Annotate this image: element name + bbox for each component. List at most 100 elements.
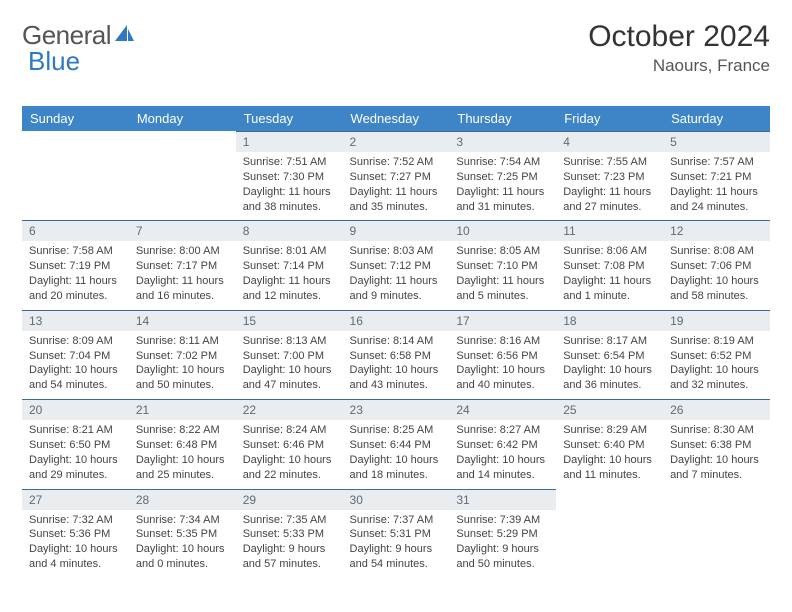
day-number: 15	[236, 310, 343, 331]
day-number: 16	[343, 310, 450, 331]
calendar-day-cell: 11Sunrise: 8:06 AMSunset: 7:08 PMDayligh…	[556, 220, 663, 309]
calendar-day-cell: 30Sunrise: 7:37 AMSunset: 5:31 PMDayligh…	[343, 489, 450, 578]
calendar-day-cell: 12Sunrise: 8:08 AMSunset: 7:06 PMDayligh…	[663, 220, 770, 309]
weekday-header: Tuesday	[236, 106, 343, 131]
day-number: 2	[343, 131, 450, 152]
calendar-day-cell: 13Sunrise: 8:09 AMSunset: 7:04 PMDayligh…	[22, 310, 129, 399]
calendar-day-cell: 27Sunrise: 7:32 AMSunset: 5:36 PMDayligh…	[22, 489, 129, 578]
calendar-week-row: 13Sunrise: 8:09 AMSunset: 7:04 PMDayligh…	[22, 310, 770, 399]
day-details: Sunrise: 8:22 AMSunset: 6:48 PMDaylight:…	[129, 420, 236, 488]
calendar-week-row: 27Sunrise: 7:32 AMSunset: 5:36 PMDayligh…	[22, 489, 770, 578]
weekday-header: Monday	[129, 106, 236, 131]
day-details: Sunrise: 8:16 AMSunset: 6:56 PMDaylight:…	[449, 331, 556, 399]
weekday-header-row: Sunday Monday Tuesday Wednesday Thursday…	[22, 106, 770, 131]
day-number: 27	[22, 489, 129, 510]
calendar-day-cell: 1Sunrise: 7:51 AMSunset: 7:30 PMDaylight…	[236, 131, 343, 220]
weekday-header: Friday	[556, 106, 663, 131]
day-number: 10	[449, 220, 556, 241]
day-number: 7	[129, 220, 236, 241]
day-number: 8	[236, 220, 343, 241]
weekday-header: Wednesday	[343, 106, 450, 131]
calendar-day-cell: 8Sunrise: 8:01 AMSunset: 7:14 PMDaylight…	[236, 220, 343, 309]
location: Naours, France	[588, 56, 770, 76]
day-number: 26	[663, 399, 770, 420]
day-number: 23	[343, 399, 450, 420]
day-details: Sunrise: 8:24 AMSunset: 6:46 PMDaylight:…	[236, 420, 343, 488]
day-details: Sunrise: 8:14 AMSunset: 6:58 PMDaylight:…	[343, 331, 450, 399]
day-number: 14	[129, 310, 236, 331]
day-details: Sunrise: 8:13 AMSunset: 7:00 PMDaylight:…	[236, 331, 343, 399]
day-number: 28	[129, 489, 236, 510]
day-details: Sunrise: 8:19 AMSunset: 6:52 PMDaylight:…	[663, 331, 770, 399]
calendar-week-row: 6Sunrise: 7:58 AMSunset: 7:19 PMDaylight…	[22, 220, 770, 309]
day-number: 5	[663, 131, 770, 152]
calendar-week-row: 1Sunrise: 7:51 AMSunset: 7:30 PMDaylight…	[22, 131, 770, 220]
calendar-day-cell: 3Sunrise: 7:54 AMSunset: 7:25 PMDaylight…	[449, 131, 556, 220]
calendar-day-cell: 18Sunrise: 8:17 AMSunset: 6:54 PMDayligh…	[556, 310, 663, 399]
day-details: Sunrise: 7:57 AMSunset: 7:21 PMDaylight:…	[663, 152, 770, 220]
day-number: 20	[22, 399, 129, 420]
day-number: 3	[449, 131, 556, 152]
day-number: 31	[449, 489, 556, 510]
month-title: October 2024	[588, 20, 770, 54]
day-details: Sunrise: 8:17 AMSunset: 6:54 PMDaylight:…	[556, 331, 663, 399]
calendar-day-cell: 29Sunrise: 7:35 AMSunset: 5:33 PMDayligh…	[236, 489, 343, 578]
title-block: October 2024 Naours, France	[588, 20, 770, 76]
calendar-table: Sunday Monday Tuesday Wednesday Thursday…	[22, 106, 770, 578]
day-number: 17	[449, 310, 556, 331]
day-number: 22	[236, 399, 343, 420]
day-number: 25	[556, 399, 663, 420]
day-details: Sunrise: 8:01 AMSunset: 7:14 PMDaylight:…	[236, 241, 343, 309]
weekday-header: Thursday	[449, 106, 556, 131]
day-details: Sunrise: 7:58 AMSunset: 7:19 PMDaylight:…	[22, 241, 129, 309]
calendar-day-cell: 25Sunrise: 8:29 AMSunset: 6:40 PMDayligh…	[556, 399, 663, 488]
day-number: 11	[556, 220, 663, 241]
calendar-day-cell: 6Sunrise: 7:58 AMSunset: 7:19 PMDaylight…	[22, 220, 129, 309]
day-details: Sunrise: 7:32 AMSunset: 5:36 PMDaylight:…	[22, 510, 129, 578]
day-number: 6	[22, 220, 129, 241]
calendar-day-cell: 23Sunrise: 8:25 AMSunset: 6:44 PMDayligh…	[343, 399, 450, 488]
calendar-day-cell: 4Sunrise: 7:55 AMSunset: 7:23 PMDaylight…	[556, 131, 663, 220]
day-details: Sunrise: 8:05 AMSunset: 7:10 PMDaylight:…	[449, 241, 556, 309]
calendar-day-cell: 31Sunrise: 7:39 AMSunset: 5:29 PMDayligh…	[449, 489, 556, 578]
calendar-day-cell: 14Sunrise: 8:11 AMSunset: 7:02 PMDayligh…	[129, 310, 236, 399]
day-details: Sunrise: 8:09 AMSunset: 7:04 PMDaylight:…	[22, 331, 129, 399]
day-details: Sunrise: 8:27 AMSunset: 6:42 PMDaylight:…	[449, 420, 556, 488]
calendar-day-cell: 17Sunrise: 8:16 AMSunset: 6:56 PMDayligh…	[449, 310, 556, 399]
logo-text-blue: Blue	[28, 46, 80, 77]
day-number: 1	[236, 131, 343, 152]
calendar-day-cell	[663, 489, 770, 578]
calendar-day-cell: 5Sunrise: 7:57 AMSunset: 7:21 PMDaylight…	[663, 131, 770, 220]
calendar-day-cell: 15Sunrise: 8:13 AMSunset: 7:00 PMDayligh…	[236, 310, 343, 399]
day-number: 12	[663, 220, 770, 241]
day-details: Sunrise: 7:51 AMSunset: 7:30 PMDaylight:…	[236, 152, 343, 220]
day-details: Sunrise: 7:52 AMSunset: 7:27 PMDaylight:…	[343, 152, 450, 220]
day-details: Sunrise: 8:06 AMSunset: 7:08 PMDaylight:…	[556, 241, 663, 309]
calendar-day-cell: 28Sunrise: 7:34 AMSunset: 5:35 PMDayligh…	[129, 489, 236, 578]
day-details: Sunrise: 7:37 AMSunset: 5:31 PMDaylight:…	[343, 510, 450, 578]
calendar-day-cell: 20Sunrise: 8:21 AMSunset: 6:50 PMDayligh…	[22, 399, 129, 488]
day-details: Sunrise: 8:00 AMSunset: 7:17 PMDaylight:…	[129, 241, 236, 309]
day-number: 9	[343, 220, 450, 241]
calendar-day-cell: 26Sunrise: 8:30 AMSunset: 6:38 PMDayligh…	[663, 399, 770, 488]
weekday-header: Sunday	[22, 106, 129, 131]
calendar-day-cell	[556, 489, 663, 578]
calendar-day-cell: 9Sunrise: 8:03 AMSunset: 7:12 PMDaylight…	[343, 220, 450, 309]
day-details: Sunrise: 8:29 AMSunset: 6:40 PMDaylight:…	[556, 420, 663, 488]
calendar-day-cell: 19Sunrise: 8:19 AMSunset: 6:52 PMDayligh…	[663, 310, 770, 399]
day-number: 30	[343, 489, 450, 510]
day-number: 21	[129, 399, 236, 420]
day-number: 29	[236, 489, 343, 510]
calendar-day-cell: 10Sunrise: 8:05 AMSunset: 7:10 PMDayligh…	[449, 220, 556, 309]
day-details: Sunrise: 7:35 AMSunset: 5:33 PMDaylight:…	[236, 510, 343, 578]
day-details: Sunrise: 8:21 AMSunset: 6:50 PMDaylight:…	[22, 420, 129, 488]
calendar-day-cell	[22, 131, 129, 220]
header: General October 2024 Naours, France	[22, 20, 770, 76]
day-details: Sunrise: 8:30 AMSunset: 6:38 PMDaylight:…	[663, 420, 770, 488]
day-details: Sunrise: 8:11 AMSunset: 7:02 PMDaylight:…	[129, 331, 236, 399]
calendar-day-cell	[129, 131, 236, 220]
day-details: Sunrise: 8:08 AMSunset: 7:06 PMDaylight:…	[663, 241, 770, 309]
day-number: 13	[22, 310, 129, 331]
day-number: 18	[556, 310, 663, 331]
calendar-day-cell: 24Sunrise: 8:27 AMSunset: 6:42 PMDayligh…	[449, 399, 556, 488]
